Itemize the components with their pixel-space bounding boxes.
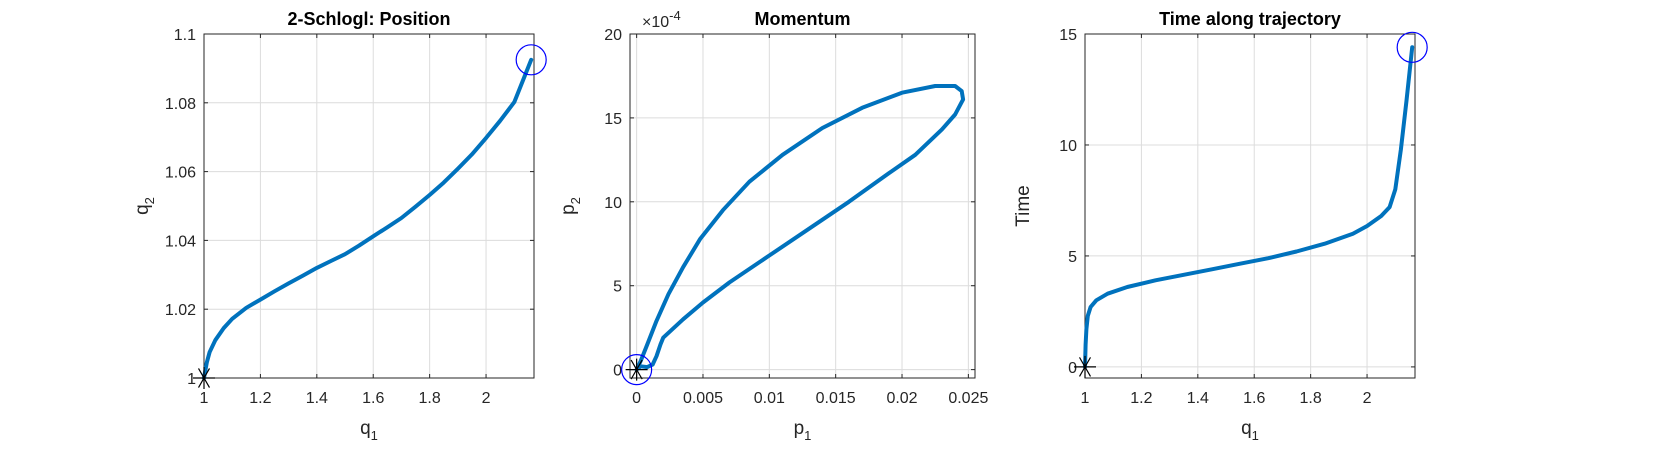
chart-title: 2-Schlogl: Position [287, 9, 450, 29]
chart-panel-1: 1 1.2 1.4 1.6 1.8 2 1 1.02 1.04 1.06 1.08 1.1 2-Schl… [132, 9, 547, 443]
y-tick-label: 10 [1059, 138, 1077, 155]
y-tick-label: 1.1 [174, 27, 196, 44]
y-axis-label: Time [1013, 185, 1034, 227]
x-tick-label: 1 [1081, 390, 1090, 407]
x-tick-label: 1.4 [1187, 390, 1209, 407]
chart-title: Momentum [755, 9, 851, 29]
x-tick-label: 1.4 [306, 390, 328, 407]
y-tick-label: 20 [604, 27, 622, 44]
x-axis-label-main: p [794, 418, 805, 439]
y-axis-label-sub: 2 [568, 197, 583, 204]
y-axis-label-main: q [132, 204, 153, 215]
y-tick-label: 1.06 [165, 165, 196, 182]
x-axis-label-sub: 1 [804, 428, 811, 443]
y-exponent-base: ×10 [642, 14, 669, 31]
axes-frame [203, 33, 535, 379]
y-tick-label: 1.04 [165, 233, 196, 250]
x-tick-label: 1.6 [362, 390, 384, 407]
series-line-1 [634, 84, 966, 372]
x-axis-label-sub: 1 [1252, 428, 1259, 443]
start-marker [625, 358, 648, 381]
y-tick-label: 5 [1068, 249, 1077, 266]
y-tick-label: 1.08 [165, 96, 196, 113]
series-line-1 [1083, 45, 1415, 369]
start-marker [193, 367, 215, 389]
x-tick-label: 0.02 [886, 390, 917, 407]
y-tick-label: 0 [613, 363, 622, 380]
y-tick-label: 0 [1068, 360, 1077, 377]
plot-area [204, 34, 534, 378]
y-tick-label: 1 [187, 371, 196, 388]
x-axis-label: q1 [360, 418, 378, 443]
x-axis-label-sub: 1 [371, 428, 378, 443]
end-marker [621, 354, 653, 386]
y-axis-label-sub: 2 [142, 197, 157, 204]
y-tick-label: 15 [1059, 27, 1077, 44]
x-tick-label: 0.015 [816, 390, 856, 407]
axes-frame [629, 33, 976, 379]
y-axis-label: p2 [558, 197, 583, 215]
x-axis-label: p1 [794, 418, 812, 443]
y-exponent-power: -4 [669, 8, 681, 23]
x-tick-label: 1.6 [1243, 390, 1265, 407]
x-axis-label-main: q [360, 418, 371, 439]
y-exponent-label: ×10-4 [642, 8, 681, 31]
x-tick-label: 1.8 [419, 390, 441, 407]
x-tick-label: 0.01 [754, 390, 785, 407]
x-tick-label: 2 [1363, 390, 1372, 407]
x-tick-label: 1.2 [1130, 390, 1152, 407]
y-tick-label: 10 [604, 195, 622, 212]
x-tick-label: 1.2 [249, 390, 271, 407]
y-axis-label-main: Time [1013, 185, 1034, 227]
x-axis-label: q1 [1241, 418, 1259, 443]
x-axis-label-main: q [1241, 418, 1252, 439]
chart-panel-2: 0 0.005 0.01 0.015 0.02 0.025 0 5 10 15 20 ×10-4 Mom… [558, 8, 988, 443]
chart-title: Time along trajectory [1159, 9, 1341, 29]
end-marker [1396, 31, 1428, 63]
start-marker [1074, 355, 1096, 378]
x-tick-label: 0.025 [948, 390, 988, 407]
y-tick-label: 1.02 [165, 302, 196, 319]
y-axis-label-main: p [558, 204, 579, 215]
x-tick-label: 1 [200, 390, 209, 407]
y-tick-label: 15 [604, 111, 622, 128]
plot-area [630, 34, 975, 378]
x-tick-label: 0.005 [683, 390, 723, 407]
series-line-1 [202, 57, 534, 380]
chart-panel-3: 1 1.2 1.4 1.6 1.8 2 0 5 10 15 Time along trajector… [1013, 9, 1428, 443]
axes-frame [1084, 33, 1416, 379]
plot-area [1085, 34, 1415, 378]
x-tick-label: 1.8 [1300, 390, 1322, 407]
x-tick-label: 2 [482, 390, 491, 407]
x-tick-label: 0 [632, 390, 641, 407]
y-tick-label: 5 [613, 279, 622, 296]
end-marker [515, 44, 547, 76]
y-axis-label: q2 [132, 197, 157, 215]
